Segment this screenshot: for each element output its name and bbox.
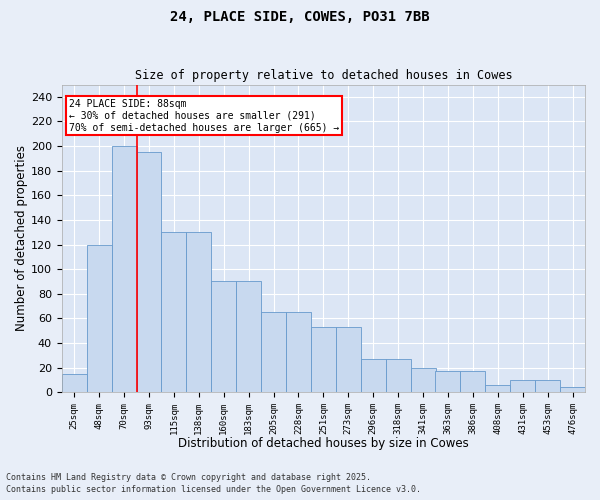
Bar xyxy=(161,232,187,392)
Bar xyxy=(510,380,535,392)
Y-axis label: Number of detached properties: Number of detached properties xyxy=(15,146,28,332)
Bar xyxy=(485,385,510,392)
Bar xyxy=(187,232,211,392)
Bar xyxy=(236,282,261,392)
Bar xyxy=(311,327,336,392)
Text: Contains HM Land Registry data © Crown copyright and database right 2025.
Contai: Contains HM Land Registry data © Crown c… xyxy=(6,473,421,494)
Text: 24 PLACE SIDE: 88sqm
← 30% of detached houses are smaller (291)
70% of semi-deta: 24 PLACE SIDE: 88sqm ← 30% of detached h… xyxy=(69,100,340,132)
Bar xyxy=(286,312,311,392)
Bar xyxy=(261,312,286,392)
Bar xyxy=(386,359,410,392)
Bar xyxy=(211,282,236,392)
Text: 24, PLACE SIDE, COWES, PO31 7BB: 24, PLACE SIDE, COWES, PO31 7BB xyxy=(170,10,430,24)
Bar xyxy=(361,359,386,392)
Bar xyxy=(410,368,436,392)
Bar xyxy=(436,372,460,392)
Bar xyxy=(460,372,485,392)
Bar xyxy=(560,388,585,392)
Bar xyxy=(535,380,560,392)
Bar xyxy=(336,327,361,392)
Bar xyxy=(112,146,137,392)
Bar xyxy=(137,152,161,392)
Bar xyxy=(62,374,86,392)
Bar xyxy=(86,244,112,392)
Title: Size of property relative to detached houses in Cowes: Size of property relative to detached ho… xyxy=(134,69,512,82)
X-axis label: Distribution of detached houses by size in Cowes: Distribution of detached houses by size … xyxy=(178,437,469,450)
